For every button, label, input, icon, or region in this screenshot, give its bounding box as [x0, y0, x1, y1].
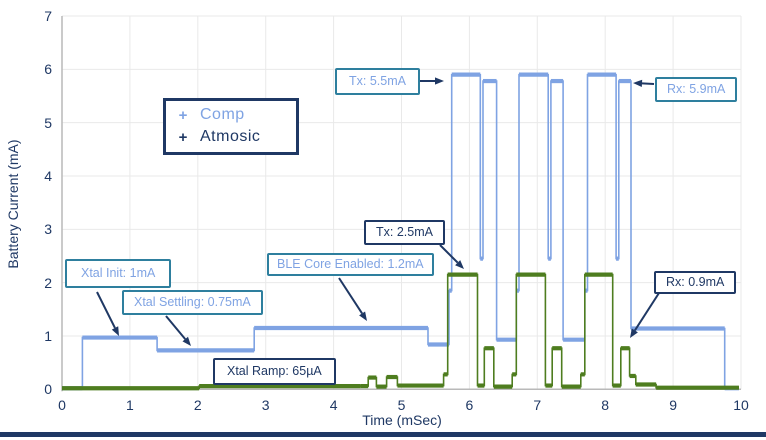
legend-item-comp: + Comp [166, 104, 296, 126]
annotation-tx-comp: Tx: 5.5mA [335, 68, 420, 95]
annotation-tx-atmosic: Tx: 2.5mA [364, 220, 445, 245]
annotation-rx-comp: Rx: 5.9mA [655, 77, 738, 102]
annotation-xtal-settling: Xtal Settling: 0.75mA [122, 290, 263, 315]
annotation-xtal-ramp: Xtal Ramp: 65µA [213, 358, 336, 385]
legend: + Comp + Atmosic [163, 98, 299, 155]
annotation-rx-atmosic: Rx: 0.9mA [654, 271, 737, 294]
plus-marker-icon: + [178, 128, 188, 146]
annotation-ble-core-enabled: BLE Core Enabled: 1.2mA [267, 253, 434, 276]
y-axis-title: Battery Current (mA) [5, 139, 21, 269]
plus-marker-icon: + [178, 106, 188, 124]
slide-bottom-border [0, 432, 766, 437]
legend-label-comp: Comp [200, 106, 245, 123]
x-axis-title: Time (mSec) [362, 412, 442, 428]
annotation-xtal-init: Xtal Init: 1mA [65, 259, 172, 288]
legend-item-atmosic: + Atmosic [166, 126, 296, 148]
legend-label-atmosic: Atmosic [200, 128, 261, 145]
